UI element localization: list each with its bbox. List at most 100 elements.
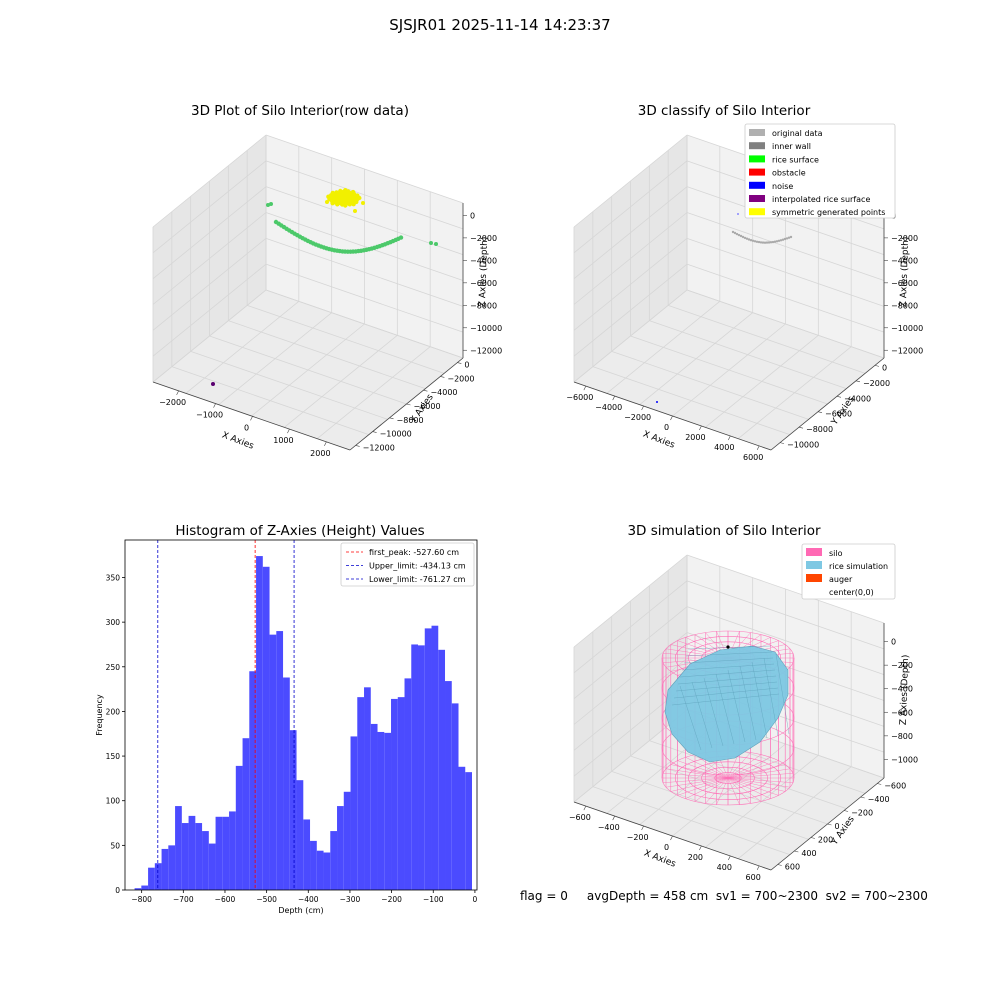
y-tick-label: 150 — [106, 752, 121, 761]
z-tick-label: −10000 — [891, 324, 923, 333]
hist-bar — [222, 816, 230, 890]
legend-swatch — [749, 208, 765, 216]
grid-line — [573, 134, 688, 228]
data-point — [739, 234, 743, 238]
x-tick-label: −100 — [423, 895, 444, 904]
data-point — [765, 241, 769, 244]
silo-line — [727, 757, 771, 779]
y-tick-label: 50 — [110, 841, 120, 850]
data-point — [361, 201, 365, 205]
data-point — [755, 240, 759, 243]
y-tick — [457, 362, 462, 364]
data-point — [741, 235, 745, 239]
rice-mesh — [673, 687, 779, 699]
silo-line — [694, 754, 729, 779]
x-tick-label: −800 — [131, 895, 152, 904]
silo-line — [677, 777, 729, 796]
x-tick — [756, 865, 760, 871]
silo-line — [685, 757, 729, 779]
legend-label: center(0,0) — [829, 588, 874, 597]
data-point — [737, 233, 741, 237]
x-tick-label: 1000 — [273, 436, 293, 445]
plot2-title: 3D classify of Silo Interior — [637, 103, 811, 119]
y-tick-label: 0 — [464, 361, 469, 370]
y-tick-label: −2000 — [863, 379, 890, 388]
hist-bar — [296, 780, 304, 890]
z-tick-label: 0 — [891, 638, 896, 647]
hist-bar — [377, 731, 385, 890]
hist-bar — [208, 843, 216, 890]
legend-swatch — [749, 142, 765, 150]
y-tick — [860, 796, 865, 799]
legend-label: original data — [772, 129, 823, 138]
status-footer: flag = 0 avgDepth = 458 cm sv1 = 700~230… — [520, 889, 928, 903]
data-point — [785, 237, 789, 240]
legend-swatch — [806, 574, 822, 582]
silo-line — [705, 777, 729, 804]
z-tick-label: −6000 — [891, 279, 918, 288]
silo-line — [727, 777, 771, 799]
hist-bar — [451, 703, 459, 890]
silo-line — [727, 752, 751, 779]
data-point — [747, 238, 751, 241]
x-tick-label: −300 — [340, 895, 361, 904]
rice-mesh — [739, 665, 757, 741]
legend-swatch — [806, 548, 822, 556]
y-tick — [355, 445, 360, 447]
grid-line — [686, 580, 885, 650]
hist-bar — [330, 831, 338, 890]
hist-bar — [424, 628, 432, 890]
data-point — [733, 231, 737, 235]
hist-bar — [343, 791, 351, 890]
hist-bar — [269, 634, 277, 890]
rice-mesh — [703, 677, 724, 747]
x-axis-label: Depth (cm) — [278, 906, 323, 915]
data-point — [759, 241, 763, 244]
hist-bar — [458, 766, 466, 890]
y-tick — [836, 395, 842, 398]
x-tick-label: 200 — [688, 853, 703, 862]
z-tick-label: −1000 — [891, 755, 918, 764]
data-point — [330, 190, 335, 196]
y-tick — [855, 380, 861, 383]
rice-mesh — [775, 653, 790, 735]
hist-bar — [195, 823, 203, 890]
hist-bar — [418, 645, 425, 890]
y-tick — [827, 823, 832, 826]
data-point — [347, 202, 352, 207]
hist-bar — [134, 888, 142, 890]
y-tick — [423, 389, 428, 392]
x-tick-label: −400 — [598, 823, 620, 832]
figure-title: SJSJR01 2025-11-14 14:23:37 — [389, 16, 611, 34]
silo-line — [662, 773, 729, 779]
y-tick-label: 0 — [115, 886, 120, 895]
data-point — [777, 239, 781, 242]
legend-label: interpolated rice surface — [772, 195, 870, 204]
rice-surface — [664, 645, 789, 763]
data-point — [343, 188, 348, 193]
z-tick-label: 0 — [470, 211, 475, 220]
x-tick — [670, 835, 673, 841]
x-tick-label: −600 — [215, 895, 236, 904]
hist-bar — [242, 738, 250, 890]
y-tick-label: −4000 — [430, 388, 457, 397]
y-tick-label: −6000 — [414, 402, 441, 411]
y-tick-label: −10000 — [380, 430, 412, 439]
rice-mesh — [679, 685, 702, 751]
y-tick-label: −4000 — [844, 394, 871, 403]
silo-line — [670, 777, 729, 792]
legend-box — [744, 123, 896, 219]
x-tick-label: 0 — [473, 895, 478, 904]
hist-bar — [262, 566, 270, 890]
hist-bar — [364, 687, 371, 890]
rice-mesh — [763, 657, 779, 737]
x-tick — [250, 416, 253, 421]
x-tick — [728, 855, 731, 861]
y-tick — [877, 783, 882, 785]
data-point — [749, 239, 753, 242]
data-point — [325, 200, 329, 204]
legend-label: obstacle — [772, 169, 806, 178]
z-axis-label: Z Axies (Depth) — [478, 237, 490, 308]
x-tick — [699, 425, 702, 431]
legend-label: rice simulation — [829, 562, 888, 571]
